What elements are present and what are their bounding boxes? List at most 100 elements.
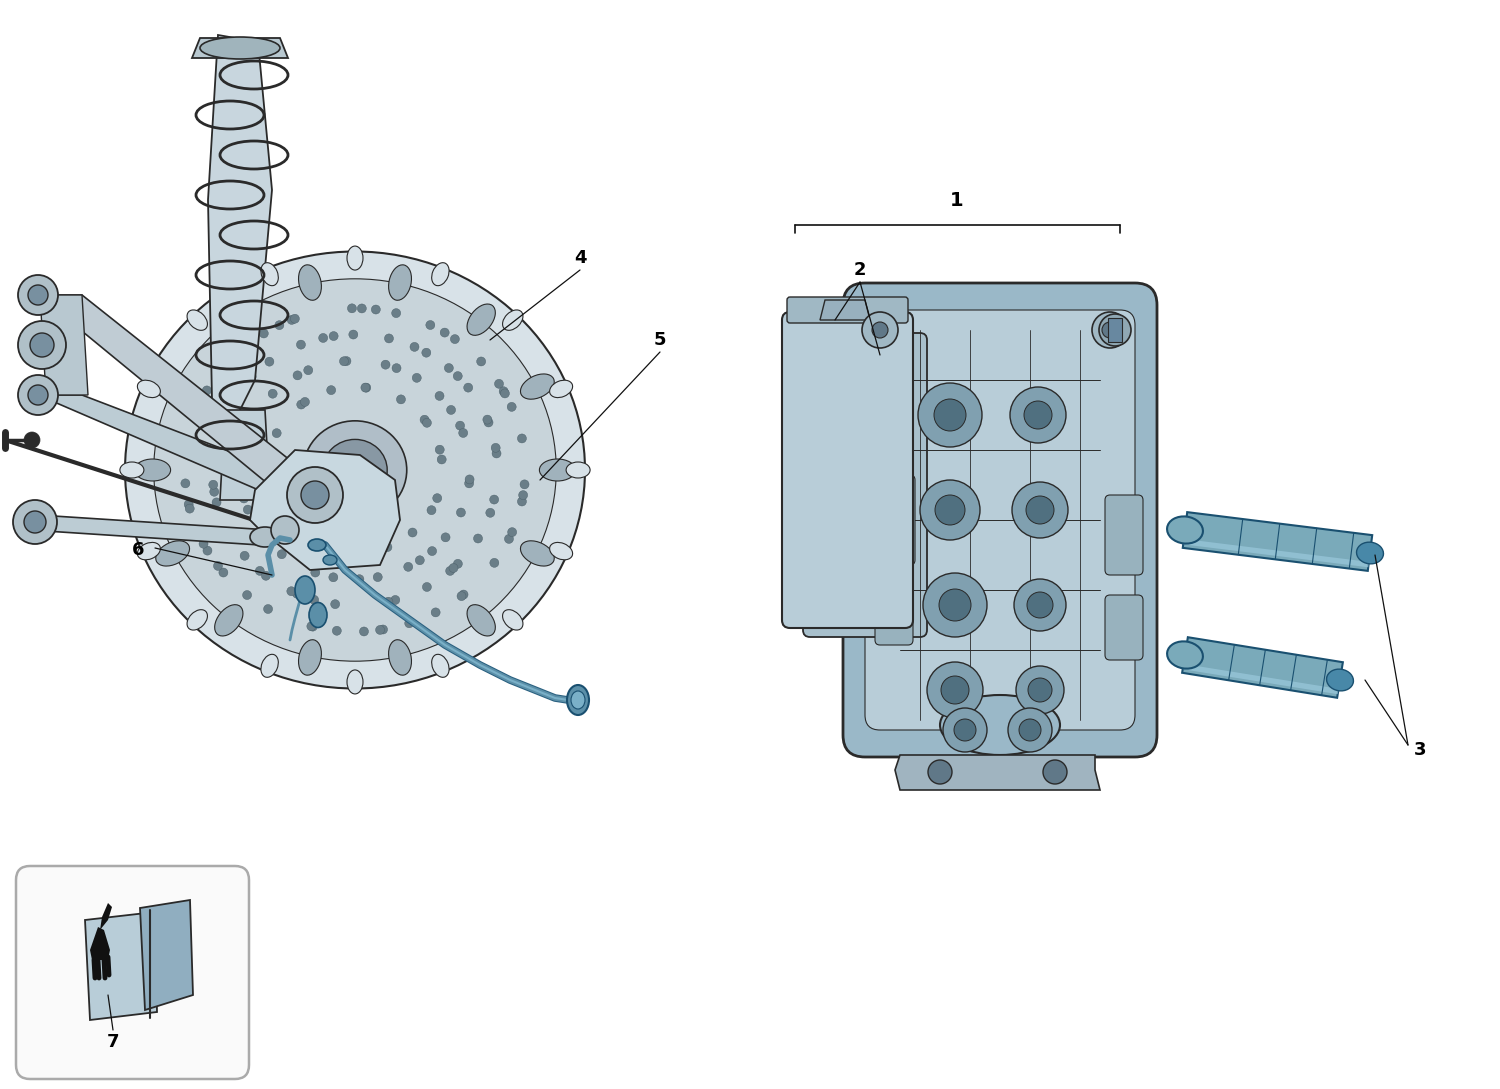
FancyBboxPatch shape: [782, 313, 914, 628]
Circle shape: [328, 573, 338, 582]
Circle shape: [24, 511, 46, 533]
Circle shape: [918, 383, 982, 446]
Ellipse shape: [200, 37, 280, 59]
Circle shape: [264, 479, 273, 489]
Circle shape: [264, 454, 273, 464]
Circle shape: [416, 555, 424, 565]
Text: 3: 3: [1413, 741, 1426, 759]
Circle shape: [372, 546, 381, 555]
Circle shape: [328, 331, 338, 341]
Ellipse shape: [549, 380, 573, 397]
Circle shape: [446, 566, 454, 575]
Circle shape: [202, 546, 211, 555]
Circle shape: [248, 372, 256, 381]
Ellipse shape: [286, 408, 424, 533]
Text: 1: 1: [950, 191, 964, 209]
Text: 2: 2: [853, 261, 867, 279]
Circle shape: [448, 563, 458, 573]
Circle shape: [384, 597, 393, 607]
Ellipse shape: [138, 542, 160, 560]
Ellipse shape: [322, 439, 387, 501]
Circle shape: [456, 421, 465, 430]
Circle shape: [209, 451, 218, 460]
Circle shape: [384, 334, 393, 343]
Circle shape: [28, 285, 48, 305]
Circle shape: [392, 364, 400, 372]
Circle shape: [339, 548, 348, 556]
Circle shape: [213, 370, 222, 379]
Circle shape: [483, 415, 492, 424]
Circle shape: [375, 625, 384, 635]
Circle shape: [183, 439, 192, 449]
Ellipse shape: [251, 527, 280, 547]
Circle shape: [928, 760, 952, 784]
Ellipse shape: [388, 639, 411, 675]
Circle shape: [432, 493, 441, 503]
Circle shape: [18, 375, 58, 415]
Circle shape: [372, 305, 381, 314]
Ellipse shape: [214, 304, 243, 335]
Circle shape: [182, 479, 190, 488]
Ellipse shape: [124, 252, 585, 688]
Polygon shape: [251, 450, 400, 570]
Ellipse shape: [549, 542, 573, 560]
Circle shape: [519, 491, 528, 500]
Circle shape: [464, 383, 472, 392]
Circle shape: [456, 507, 465, 517]
Ellipse shape: [156, 374, 189, 400]
Circle shape: [262, 536, 272, 546]
Circle shape: [392, 308, 400, 318]
Text: 4: 4: [573, 249, 586, 267]
Circle shape: [261, 572, 270, 580]
Text: 5: 5: [654, 331, 666, 348]
Ellipse shape: [296, 576, 315, 604]
Circle shape: [348, 304, 357, 313]
Ellipse shape: [466, 604, 495, 636]
Circle shape: [286, 587, 296, 596]
Circle shape: [500, 387, 508, 395]
Circle shape: [1014, 579, 1066, 631]
Circle shape: [422, 348, 430, 357]
Circle shape: [489, 495, 498, 504]
Circle shape: [288, 524, 297, 534]
Circle shape: [266, 357, 274, 366]
Circle shape: [518, 497, 526, 506]
Circle shape: [184, 504, 194, 513]
Circle shape: [1028, 678, 1051, 702]
Ellipse shape: [432, 262, 448, 285]
Circle shape: [252, 408, 261, 417]
Circle shape: [318, 333, 327, 342]
Circle shape: [501, 389, 510, 397]
Circle shape: [520, 480, 530, 489]
Circle shape: [200, 539, 208, 548]
Ellipse shape: [466, 304, 495, 335]
Circle shape: [474, 534, 483, 543]
Circle shape: [410, 342, 419, 352]
Ellipse shape: [503, 310, 524, 330]
Circle shape: [303, 366, 312, 375]
Polygon shape: [1184, 539, 1370, 567]
Circle shape: [934, 495, 964, 525]
Ellipse shape: [940, 695, 1060, 755]
Circle shape: [504, 535, 513, 543]
Circle shape: [871, 322, 888, 338]
Ellipse shape: [309, 602, 327, 627]
Circle shape: [258, 531, 267, 540]
Circle shape: [420, 415, 429, 425]
Circle shape: [408, 528, 417, 537]
Circle shape: [436, 455, 445, 464]
Circle shape: [360, 627, 369, 636]
Circle shape: [243, 505, 252, 514]
Circle shape: [351, 549, 360, 558]
Circle shape: [18, 321, 66, 369]
Circle shape: [183, 441, 192, 450]
Circle shape: [490, 559, 500, 567]
Circle shape: [262, 468, 272, 477]
Ellipse shape: [135, 458, 171, 481]
Circle shape: [240, 494, 249, 503]
Circle shape: [30, 333, 54, 357]
Circle shape: [1026, 495, 1054, 524]
Circle shape: [507, 402, 516, 412]
Circle shape: [492, 449, 501, 458]
Circle shape: [1028, 592, 1053, 617]
